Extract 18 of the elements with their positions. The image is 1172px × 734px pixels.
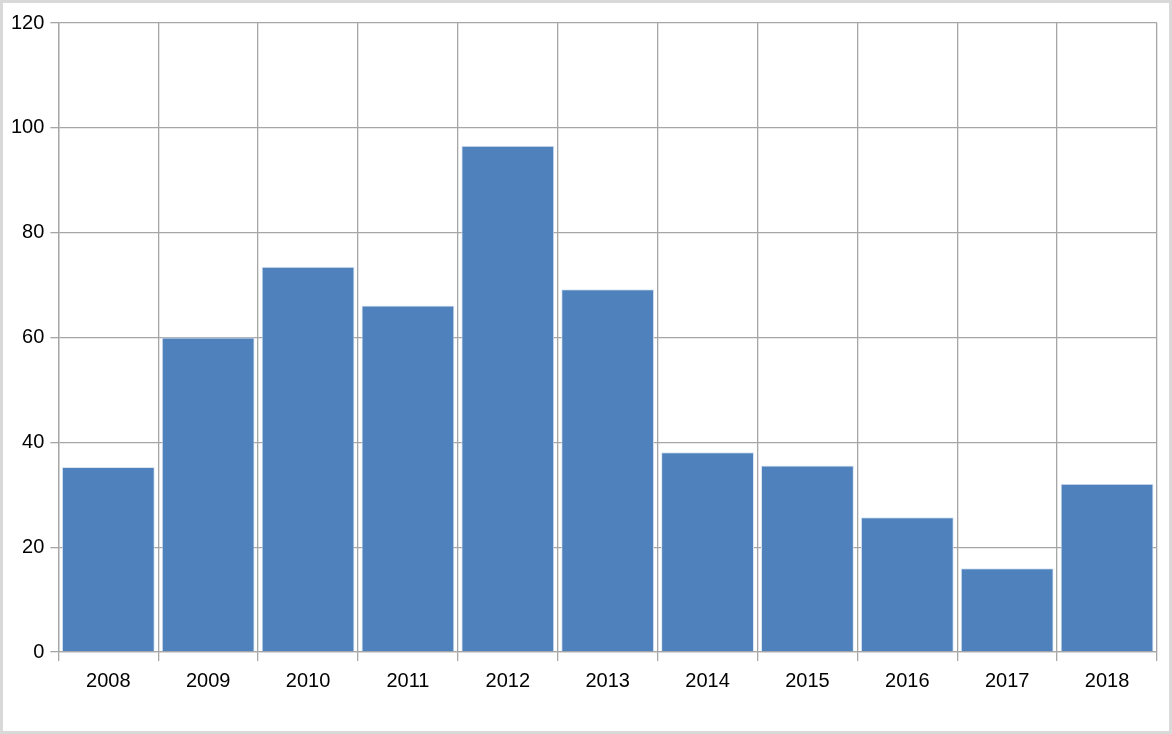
y-tick-label: 120: [10, 10, 45, 33]
x-tick-label: 2015: [785, 668, 830, 691]
y-tick-label: 60: [22, 325, 45, 348]
y-tick-label: 100: [10, 115, 45, 138]
y-tick-label: 0: [33, 639, 45, 662]
y-tick-label: 40: [22, 429, 45, 452]
x-tick-label: 2017: [984, 668, 1030, 691]
x-tick-label: 2009: [185, 668, 231, 691]
x-tick-label: 2008: [86, 668, 131, 691]
x-tick-label: 2018: [1084, 668, 1130, 691]
x-tick-label: 2010: [285, 668, 331, 691]
x-tick-label: 2014: [685, 668, 730, 691]
x-tick-label: 2012: [485, 668, 531, 691]
x-tick-label: 2016: [885, 668, 930, 691]
y-tick-label: 20: [22, 534, 45, 557]
x-tick-label: 2013: [585, 668, 630, 691]
x-tick-label: 2011: [386, 668, 430, 691]
y-tick-label: 80: [22, 220, 45, 243]
